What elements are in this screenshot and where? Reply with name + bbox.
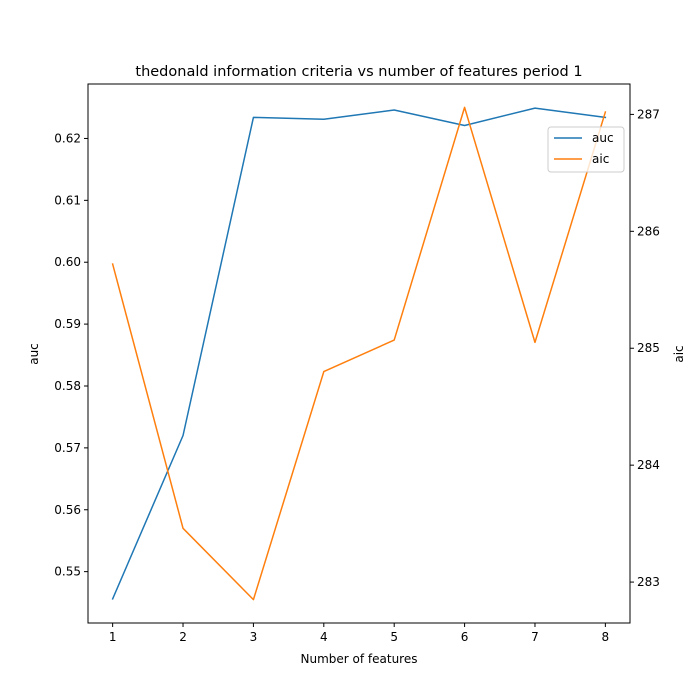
x-axis: 1 2 3 4 5 6 7 8	[109, 623, 609, 644]
x-tick-label: 6	[461, 630, 469, 644]
y-right-tick-label: 285	[637, 341, 660, 355]
legend-label-auc: auc	[592, 131, 614, 145]
legend: auc aic	[547, 126, 625, 173]
y-right-tick-label: 286	[637, 224, 660, 238]
series-line-auc	[111, 107, 607, 600]
legend-label-aic: aic	[592, 152, 609, 166]
y-axis-right-label: aic	[672, 345, 686, 362]
chart-title: thedonald information criteria vs number…	[135, 64, 582, 80]
y-left-tick-label: 0.61	[54, 193, 81, 207]
x-tick-label: 3	[250, 630, 258, 644]
y-left-tick-label: 0.57	[54, 441, 81, 455]
x-tick-label: 5	[390, 630, 398, 644]
axes-frame	[87, 83, 631, 624]
x-axis-label: Number of features	[301, 652, 418, 666]
y-axis-left: 0.55 0.56 0.57 0.58 0.59 0.60 0.61 0.62	[54, 131, 88, 579]
series-line-aic	[111, 106, 607, 601]
y-right-tick-label: 287	[637, 107, 660, 121]
y-left-tick-label: 0.59	[54, 317, 81, 331]
y-left-tick-label: 0.56	[54, 503, 81, 517]
y-axis-right: 283 284 285 286 287	[630, 107, 660, 589]
x-tick-label: 8	[602, 630, 610, 644]
x-tick-label: 2	[179, 630, 187, 644]
y-right-tick-label: 284	[637, 458, 660, 472]
x-tick-label: 7	[531, 630, 539, 644]
y-left-tick-label: 0.60	[54, 255, 81, 269]
plot-area	[111, 106, 607, 601]
y-left-tick-label: 0.55	[54, 565, 81, 579]
y-left-tick-label: 0.62	[54, 131, 81, 145]
x-tick-label: 4	[320, 630, 328, 644]
y-left-tick-label: 0.58	[54, 379, 81, 393]
x-tick-label: 1	[109, 630, 117, 644]
y-right-tick-label: 283	[637, 575, 660, 589]
y-axis-left-label: auc	[27, 343, 41, 365]
